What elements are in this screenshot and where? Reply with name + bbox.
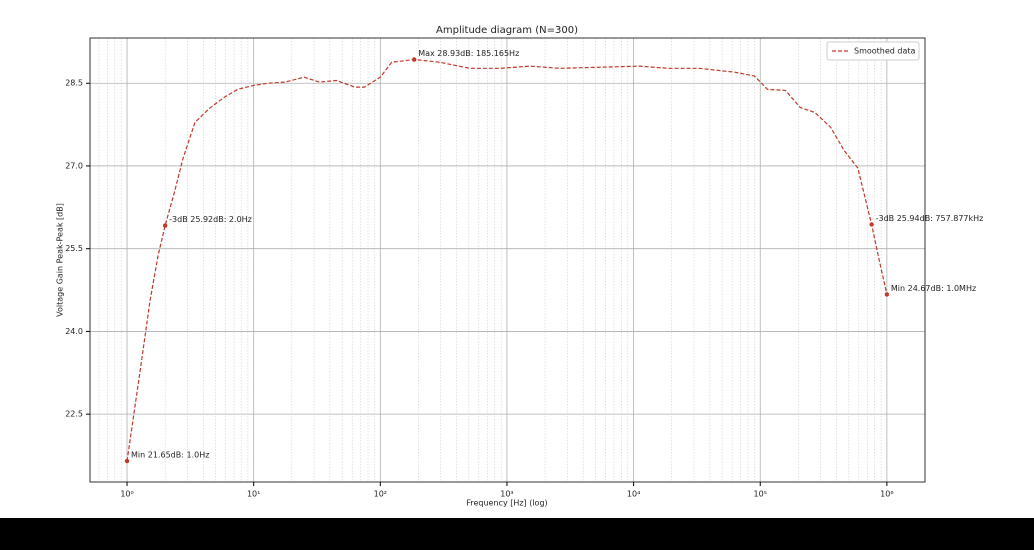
annotation-marker: [884, 292, 890, 297]
x-tick-label: 10³: [500, 490, 513, 499]
y-tick-label: 25.5: [65, 244, 83, 253]
y-axis-label: Voltage Gain Peak-Peak [dB]: [56, 203, 65, 317]
chart-title: Amplitude diagram (N=300): [436, 25, 578, 36]
annotation-marker: [411, 57, 417, 62]
x-tick-label: 10²: [374, 490, 387, 499]
annotation-marker: [162, 223, 168, 228]
x-axis-label: Frequency [Hz] (log): [466, 499, 547, 508]
annotation-marker: [869, 222, 874, 227]
annotation-marker: [124, 458, 130, 464]
x-tick-label: 10⁰: [120, 490, 133, 499]
y-tick-label: 28.5: [65, 79, 83, 88]
plot-frame: [89, 37, 926, 483]
y-tick-label: 27.0: [65, 161, 83, 170]
legend-label: Smoothed data: [854, 47, 916, 56]
x-tick-label: 10⁴: [627, 490, 640, 499]
x-tick-label: 10⁵: [754, 490, 767, 499]
annotation-text: -3dB 25.94dB: 757.877kHz: [876, 214, 984, 223]
y-tick-label: 24.0: [65, 327, 83, 336]
annotation-text: Min 24.67dB: 1.0MHz: [891, 284, 976, 293]
x-tick-label: 10¹: [247, 490, 260, 499]
legend-box: [826, 41, 920, 61]
bottom-bar: [0, 518, 1034, 550]
y-tick-label: 22.5: [65, 410, 83, 419]
annotation-text: Min 21.65dB: 1.0Hz: [131, 451, 209, 460]
x-tick-label: 10⁶: [880, 490, 893, 499]
annotation-text: Max 28.93dB: 185.165Hz: [418, 49, 519, 58]
annotation-text: -3dB 25.92dB: 2.0Hz: [169, 215, 252, 224]
